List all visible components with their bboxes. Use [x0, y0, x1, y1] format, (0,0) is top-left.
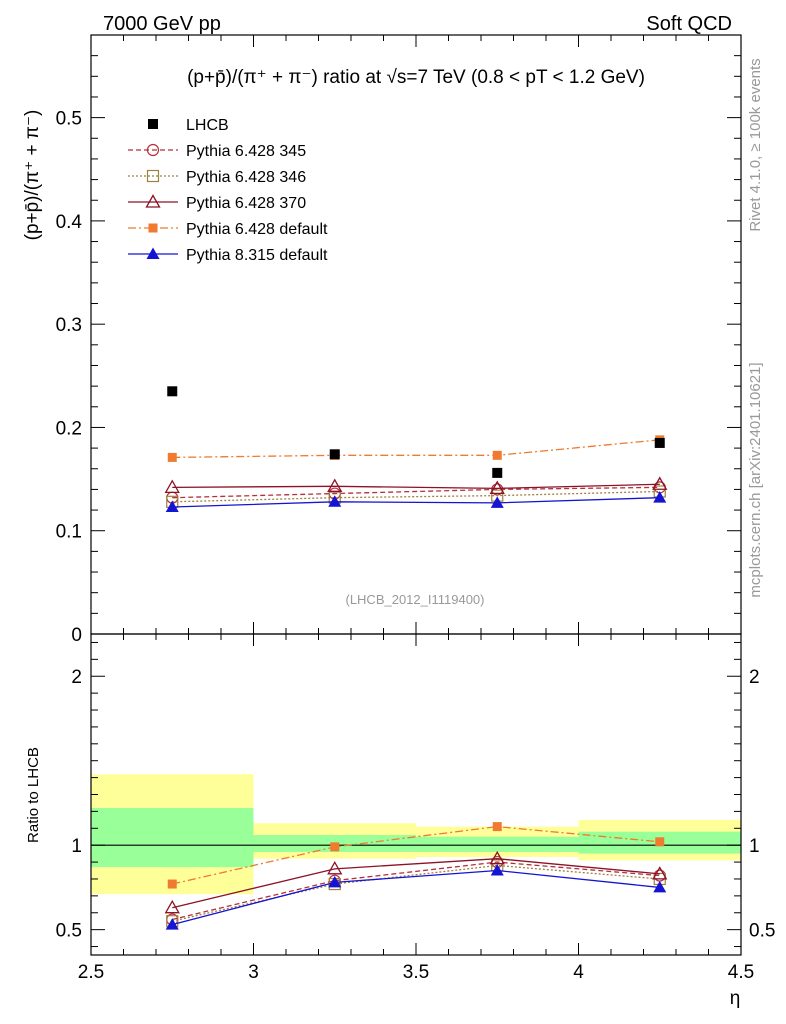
- series-4-ratio-point-2: [490, 864, 504, 876]
- legend-marker-2: [145, 194, 161, 208]
- y-tick-label: 0.3: [56, 315, 82, 336]
- series-4-point-3: [653, 491, 667, 503]
- series-4-point-1: [328, 495, 342, 507]
- x-tick-label: 3: [248, 962, 259, 983]
- ratio-uncertainty-bands: [91, 774, 741, 895]
- legend-label-0: Pythia 6.428 345: [186, 143, 306, 160]
- legend-marker-4: [146, 247, 160, 259]
- y-tick-label: 0.1: [56, 522, 82, 543]
- series-2-ratio-point-2: [489, 850, 505, 865]
- legend-label-1: Pythia 6.428 346: [186, 169, 306, 186]
- series-3-ratio-point-2: [492, 822, 502, 832]
- series-2-ratio-point-3: [652, 866, 668, 880]
- data-point-1: [329, 449, 340, 460]
- analysis-label: (LHCB_2012_I1119400): [345, 592, 484, 607]
- series-ratio-line-3: [172, 825, 660, 885]
- legend-label-4: Pythia 8.315 default: [186, 247, 328, 264]
- series-2-point-3: [652, 476, 668, 490]
- legend-marker-0: [146, 143, 160, 157]
- ratio-y-axis-label: Ratio to LHCB: [25, 747, 42, 843]
- series-4-point-2: [490, 496, 504, 508]
- series-2-ratio-point-0: [164, 899, 180, 914]
- series-3-point-2: [492, 450, 502, 460]
- series-line-3: [172, 439, 660, 459]
- ratio-y-tick-label-right: 2: [749, 667, 760, 688]
- mcplots-label: mcplots.cern.ch [arXiv:2401.10621]: [747, 362, 764, 597]
- header-left: 7000 GeV pp: [103, 13, 221, 35]
- series-2-ratio-point-1: [327, 861, 343, 875]
- ticks: 2.5 3 3.5 4 4.5 0 0.1 0.2 0.3 0.4 0.5 0.5 0.5 1 1 2 2: [56, 34, 775, 983]
- series-4-ratio-point-1: [328, 875, 342, 888]
- x-tick-label: 4: [573, 962, 584, 983]
- x-tick-label: 3.5: [403, 962, 429, 983]
- ratio-y-tick-label-right: 1: [749, 836, 760, 857]
- data-point-0: [167, 386, 178, 397]
- data-point-2: [492, 467, 503, 478]
- series-ratio-line-0: [172, 861, 660, 921]
- x-axis-label: η: [730, 988, 741, 1009]
- series-line-0: [172, 486, 660, 499]
- y-axis-label: (p+p̄)/(π⁺ + π⁻): [22, 110, 43, 241]
- legend: LHCB Pythia 6.428 345 Pythia 6.428 346 Pyth…: [128, 117, 328, 264]
- ratio-y-tick-label: 0.5: [56, 921, 82, 942]
- series-layer: [164, 435, 668, 930]
- legend-marker-1: [146, 169, 160, 183]
- series-line-2: [172, 483, 660, 490]
- series-0-point-2: [491, 483, 504, 496]
- series-2-point-2: [489, 480, 505, 495]
- ratio-y-tick-label: 1: [71, 836, 82, 857]
- data-point-3: [654, 437, 665, 448]
- series-line-1: [172, 490, 660, 503]
- series-3-ratio-point-3: [655, 837, 665, 847]
- band-inner-bin-2: [416, 836, 579, 852]
- ratio-y-tick-label: 2: [71, 667, 82, 688]
- y-tick-label: 0: [71, 625, 82, 646]
- legend-marker-data: [148, 119, 158, 129]
- series-3-ratio-point-1: [330, 842, 340, 852]
- x-tick-label: 2.5: [78, 962, 104, 983]
- series-ratio-line-2: [172, 858, 660, 909]
- header-right: Soft QCD: [646, 13, 732, 35]
- legend-label-3: Pythia 6.428 default: [186, 221, 328, 238]
- series-line-4: [172, 497, 660, 508]
- series-3-ratio-point-0: [167, 879, 177, 889]
- series-2-point-0: [164, 479, 180, 493]
- rivet-label: Rivet 4.1.0, ≥ 100k events: [747, 58, 764, 231]
- series-4-ratio-point-0: [165, 918, 179, 930]
- series-3-point-0: [167, 452, 177, 462]
- y-tick-label: 0.2: [56, 418, 82, 439]
- legend-label-data: LHCB: [186, 117, 229, 134]
- legend-label-2: Pythia 6.428 370: [186, 195, 306, 212]
- series-4-point-0: [165, 500, 179, 512]
- y-tick-label: 0.5: [56, 109, 82, 130]
- legend-marker-3: [148, 223, 158, 233]
- y-tick-label: 0.4: [56, 212, 83, 233]
- ratio-y-tick-label-right: 0.5: [749, 921, 775, 942]
- series-ratio-line-4: [172, 869, 660, 926]
- chart-title: (p+p̄)/(π⁺ + π⁻) ratio at √s=7 TeV (0.8 …: [187, 67, 645, 88]
- series-4-ratio-point-3: [653, 880, 667, 893]
- series-2-point-1: [327, 478, 343, 492]
- band-inner-bin-0: [91, 808, 254, 868]
- series-ratio-line-1: [172, 864, 660, 922]
- data-points: [167, 386, 665, 478]
- x-tick-label: 4.5: [728, 962, 754, 983]
